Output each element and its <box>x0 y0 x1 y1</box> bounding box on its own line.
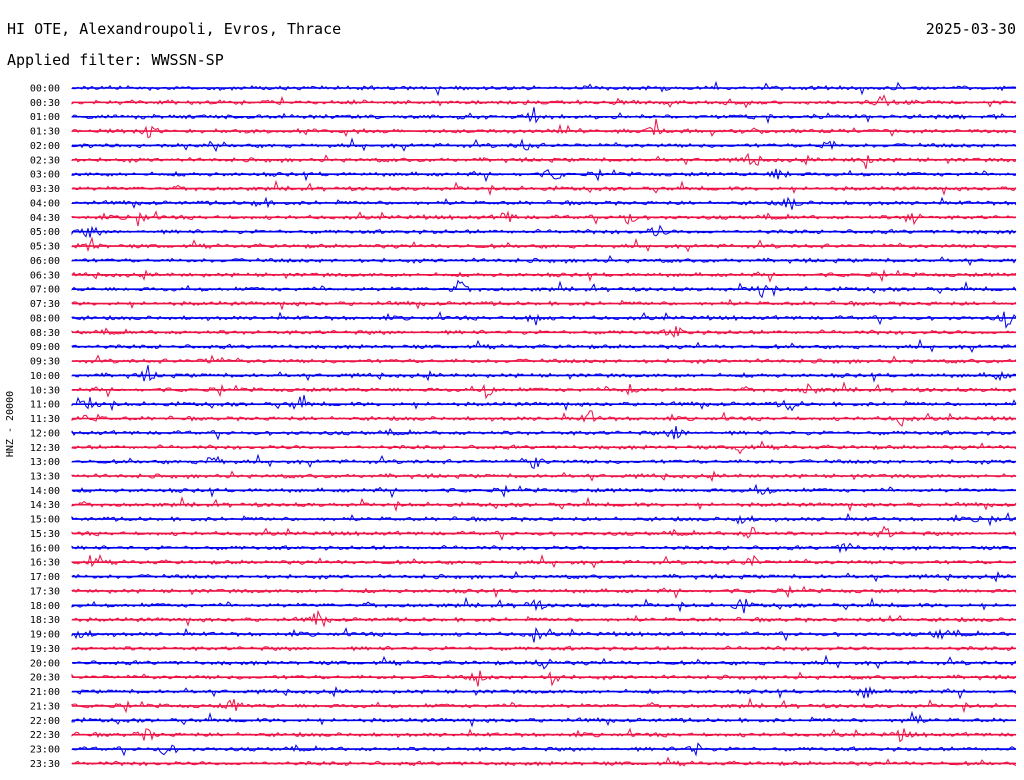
y-axis-label: HNZ - 20000 <box>5 391 16 457</box>
seismic-trace <box>71 94 1017 109</box>
time-tick-label: 22:30 <box>30 730 60 741</box>
time-tick-label: 21:00 <box>30 687 60 698</box>
seismic-trace <box>71 118 1017 139</box>
time-tick-label: 07:30 <box>30 299 60 310</box>
station-title: HI OTE, Alexandroupoli, Evros, Thrace <box>7 20 342 38</box>
time-tick-label: 18:30 <box>30 615 60 626</box>
seismic-trace <box>71 685 1017 700</box>
time-tick-label: 12:30 <box>30 443 60 454</box>
time-tick-label: 10:30 <box>30 385 60 396</box>
time-tick-label: 19:30 <box>30 644 60 655</box>
time-tick-label: 01:30 <box>30 127 60 138</box>
seismic-trace <box>71 596 1017 614</box>
time-tick-label: 17:30 <box>30 586 60 597</box>
seismic-trace <box>71 525 1017 541</box>
time-tick-label: 06:00 <box>30 256 60 267</box>
seismic-trace <box>71 354 1017 365</box>
time-tick-label: 08:30 <box>30 328 60 339</box>
seismic-trace <box>71 152 1017 169</box>
seismic-trace <box>71 365 1017 383</box>
time-tick-label: 11:30 <box>30 414 60 425</box>
time-tick-label: 12:00 <box>30 428 60 439</box>
time-tick-label: 04:00 <box>30 198 60 209</box>
seismic-trace <box>71 756 1017 767</box>
seismic-trace <box>71 298 1017 311</box>
time-tick-label: 01:00 <box>30 112 60 123</box>
time-tick-label: 00:30 <box>30 98 60 109</box>
time-tick-label: 15:00 <box>30 515 60 526</box>
seismic-trace <box>71 196 1017 210</box>
time-tick-label: 02:30 <box>30 155 60 166</box>
time-tick-label: 20:00 <box>30 658 60 669</box>
filter-label: Applied filter: WWSSN-SP <box>7 51 224 69</box>
seismic-trace <box>71 310 1017 329</box>
seismic-trace <box>71 395 1017 412</box>
time-tick-label: 17:00 <box>30 572 60 583</box>
seismic-trace <box>71 338 1017 353</box>
time-tick-label: 09:30 <box>30 357 60 368</box>
time-tick-label: 02:00 <box>30 141 60 152</box>
time-tick-label: 07:00 <box>30 285 60 296</box>
time-tick-label: 23:00 <box>30 745 60 756</box>
record-date: 2025-03-30 <box>925 20 1016 38</box>
time-tick-label: 21:30 <box>30 701 60 712</box>
time-tick-label: 04:30 <box>30 213 60 224</box>
time-tick-label: 00:00 <box>30 84 60 95</box>
time-tick-label: 22:00 <box>30 716 60 727</box>
time-tick-label: 19:00 <box>30 630 60 641</box>
time-tick-label: 20:30 <box>30 673 60 684</box>
time-tick-label: 15:30 <box>30 529 60 540</box>
seismic-trace <box>71 670 1017 687</box>
seismic-trace <box>71 279 1017 299</box>
time-tick-label: 03:30 <box>30 184 60 195</box>
time-tick-label: 05:00 <box>30 227 60 238</box>
time-tick-label: 08:00 <box>30 313 60 324</box>
seismic-trace <box>71 236 1017 253</box>
seismic-trace <box>71 626 1017 643</box>
time-tick-label: 13:30 <box>30 471 60 482</box>
time-tick-label: 16:00 <box>30 543 60 554</box>
time-tick-label: 23:30 <box>30 759 60 770</box>
seismic-trace <box>71 210 1017 227</box>
seismic-trace <box>71 268 1017 283</box>
time-tick-label: 13:00 <box>30 457 60 468</box>
time-tick-label: 18:00 <box>30 601 60 612</box>
time-tick-label: 09:00 <box>30 342 60 353</box>
seismic-trace <box>71 710 1017 728</box>
seismic-trace <box>71 426 1017 441</box>
time-tick-label: 05:30 <box>30 242 60 253</box>
seismic-trace <box>71 107 1017 125</box>
time-tick-label: 16:30 <box>30 558 60 569</box>
time-tick-label: 11:00 <box>30 400 60 411</box>
time-tick-label: 14:00 <box>30 486 60 497</box>
time-tick-label: 14:30 <box>30 500 60 511</box>
seismic-trace <box>71 609 1017 628</box>
seismic-trace <box>71 585 1017 599</box>
time-tick-label: 10:00 <box>30 371 60 382</box>
time-tick-label: 06:30 <box>30 270 60 281</box>
time-tick-label: 03:00 <box>30 170 60 181</box>
seismic-trace <box>71 553 1017 569</box>
